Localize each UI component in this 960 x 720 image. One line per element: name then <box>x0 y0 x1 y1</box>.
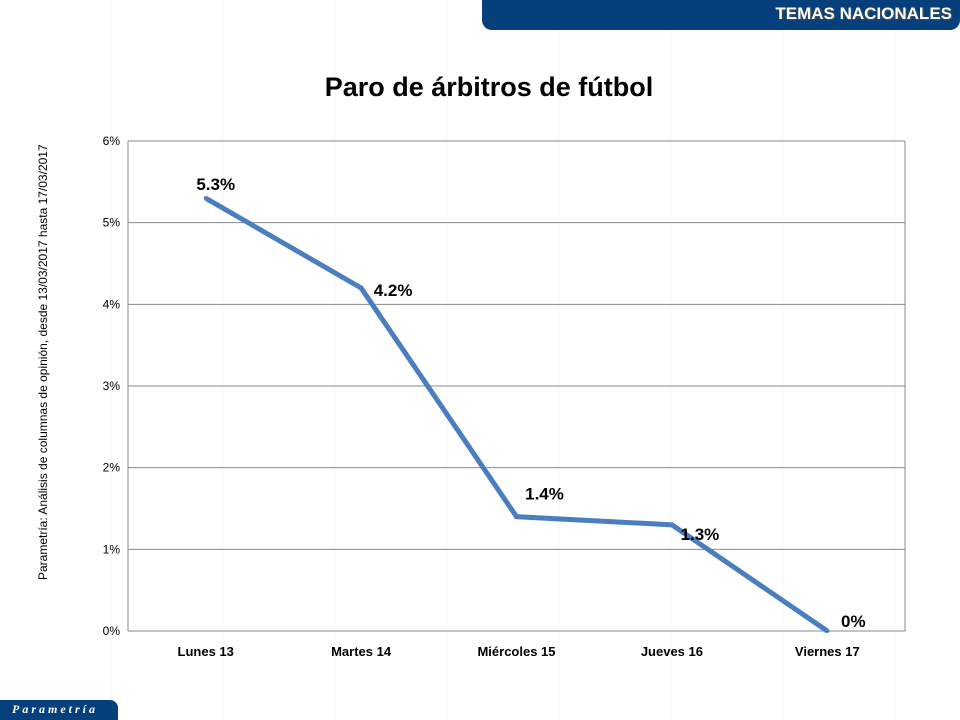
x-tick-label: Martes 14 <box>331 644 392 659</box>
data-point <box>514 514 519 519</box>
chart-title: Paro de árbitros de fútbol <box>324 72 654 102</box>
y-tick-label: 1% <box>103 542 121 556</box>
data-label: 1.3% <box>681 525 720 544</box>
data-point <box>359 286 364 290</box>
y-tick-label: 3% <box>103 379 121 393</box>
data-point <box>203 196 208 201</box>
brand-logo: Parametría <box>12 702 98 716</box>
y-tick-label: 6% <box>103 134 121 148</box>
section-header: TEMAS NACIONALES <box>482 0 960 30</box>
series-line <box>204 196 829 634</box>
x-tick-label: Miércoles 15 <box>477 644 555 659</box>
y-tick-label: 0% <box>103 624 121 638</box>
brand-footer: Parametría <box>0 700 118 720</box>
data-label: 0% <box>841 612 866 631</box>
data-label: 4.2% <box>374 281 413 300</box>
x-tick-label: Viernes 17 <box>795 644 860 659</box>
data-point <box>825 629 830 633</box>
y-tick-label: 4% <box>103 297 121 311</box>
x-tick-label: Jueves 16 <box>641 644 703 659</box>
data-label: 5.3% <box>196 175 235 194</box>
y-tick-label: 2% <box>103 461 121 475</box>
x-tick-label: Lunes 13 <box>178 644 234 659</box>
data-point <box>669 522 674 527</box>
y-tick-label: 5% <box>103 216 121 230</box>
section-title: TEMAS NACIONALES <box>775 4 952 23</box>
data-label: 1.4% <box>525 485 564 504</box>
